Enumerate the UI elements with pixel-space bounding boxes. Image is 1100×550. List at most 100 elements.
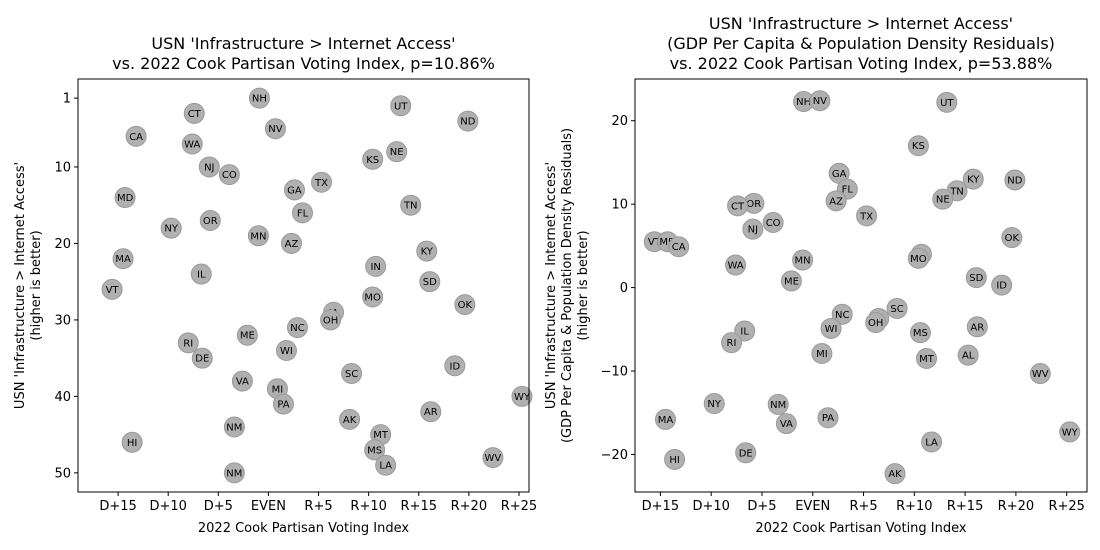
- point-label: AR: [424, 407, 438, 418]
- data-point-il: [190, 263, 212, 285]
- x-tick-label: R+5: [304, 499, 332, 514]
- point-label: WY: [514, 392, 531, 403]
- data-point-nv: [264, 118, 286, 140]
- point-label: PA: [822, 413, 834, 424]
- chart-title-line: USN 'Infrastructure > Internet Access': [151, 34, 455, 53]
- point-label: NY: [707, 399, 721, 410]
- data-point-vt: [101, 278, 123, 300]
- point-label: NJ: [748, 225, 758, 236]
- x-tick-label: R+10: [896, 499, 932, 514]
- y-tick-label: −20: [601, 448, 628, 463]
- chart-title-line: vs. 2022 Cook Partisan Voting Index, p=5…: [670, 54, 1053, 73]
- data-point-nv: [809, 90, 831, 112]
- point-label: IN: [370, 262, 380, 273]
- data-point-ky: [962, 168, 984, 190]
- y-tick-label: 30: [54, 313, 71, 328]
- point-label: TN: [949, 186, 964, 197]
- data-point-ak: [884, 463, 906, 485]
- point-label: GA: [832, 169, 847, 180]
- chart-title-line: USN 'Infrastructure > Internet Access': [709, 14, 1013, 33]
- point-label: CT: [188, 109, 202, 120]
- point-label: NV: [813, 96, 827, 107]
- x-tick-label: R+20: [451, 499, 487, 514]
- data-point-ca: [668, 236, 690, 258]
- data-point-nc: [831, 303, 853, 325]
- y-tick-label: −10: [601, 365, 628, 380]
- data-point-wy: [1059, 421, 1081, 443]
- point-label: DE: [739, 448, 753, 459]
- point-label: CO: [766, 218, 781, 229]
- chart-title-line: vs. 2022 Cook Partisan Voting Index, p=1…: [112, 54, 495, 73]
- point-label: WA: [727, 261, 743, 272]
- data-point-nc: [286, 317, 308, 339]
- y-tick-label: 0: [620, 281, 628, 296]
- data-point-nj: [742, 218, 764, 240]
- point-label: AR: [970, 322, 984, 333]
- data-point-ny: [160, 217, 182, 239]
- x-axis-label: 2022 Cook Partisan Voting Index: [755, 521, 967, 536]
- point-label: MS: [913, 328, 928, 339]
- data-point-ks: [907, 135, 929, 157]
- y-axis-label-line: (higher is better): [29, 230, 44, 340]
- point-label: MO: [364, 292, 381, 303]
- data-point-az: [825, 190, 847, 212]
- data-point-ms: [909, 322, 931, 344]
- point-label: KS: [366, 155, 379, 166]
- data-point-mo: [362, 286, 384, 308]
- point-label: UT: [394, 101, 408, 112]
- point-label: MN: [250, 231, 266, 242]
- data-point-in: [365, 255, 387, 277]
- y-tick-label: 40: [54, 390, 71, 405]
- point-label: MD: [659, 237, 676, 248]
- point-label: AK: [888, 469, 902, 480]
- data-point-la: [921, 431, 943, 453]
- data-point-va: [775, 413, 797, 435]
- y-axis-label-line: USN 'Infrastructure > Internet Access': [544, 162, 559, 409]
- point-label: AL: [962, 351, 975, 362]
- data-point-pa: [817, 407, 839, 429]
- chart-title-line: (GDP Per Capita & Population Density Res…: [667, 34, 1055, 53]
- x-tick-label: R+15: [947, 499, 983, 514]
- data-point-ca: [125, 125, 147, 147]
- point-label: MN: [795, 256, 811, 267]
- data-point-nd: [457, 110, 479, 132]
- point-label: CA: [129, 132, 143, 143]
- data-point-ky: [416, 240, 438, 262]
- data-point-ri: [177, 332, 199, 354]
- point-label: SC: [345, 369, 358, 380]
- point-label: OK: [458, 300, 473, 311]
- point-label: FL: [297, 208, 309, 219]
- data-point-mi: [811, 342, 833, 364]
- y-tick-label: 10: [611, 198, 628, 213]
- point-label: CA: [672, 242, 686, 253]
- x-tick-label: R+20: [998, 499, 1034, 514]
- data-point-ct: [183, 102, 205, 124]
- data-point-oh: [320, 309, 342, 331]
- point-label: SD: [423, 277, 437, 288]
- x-tick-label: D+5: [204, 499, 233, 514]
- x-tick-label: D+15: [99, 499, 136, 514]
- data-point-hi: [664, 448, 686, 470]
- data-point-ma: [112, 248, 134, 270]
- data-point-mn: [247, 225, 269, 247]
- data-point-ut: [936, 91, 958, 113]
- data-point-mo: [907, 247, 929, 269]
- point-label: TX: [859, 211, 873, 222]
- point-label: IL: [197, 270, 206, 281]
- point-label: PA: [277, 400, 289, 411]
- point-label: MA: [115, 254, 131, 265]
- point-label: VT: [648, 237, 662, 248]
- point-label: ND: [460, 117, 475, 128]
- point-label: LA: [925, 437, 938, 448]
- data-point-la: [375, 454, 397, 476]
- data-point-ny: [703, 393, 725, 415]
- y-tick-label: 20: [611, 114, 628, 129]
- scatter-chart-1: USN 'Infrastructure > Internet Access'vs…: [13, 34, 537, 536]
- point-label: LA: [379, 461, 392, 472]
- data-point-ok: [454, 294, 476, 316]
- point-label: NH: [796, 97, 811, 108]
- data-point-tx: [856, 205, 878, 227]
- point-label: FL: [842, 185, 854, 196]
- point-label: KY: [967, 175, 980, 186]
